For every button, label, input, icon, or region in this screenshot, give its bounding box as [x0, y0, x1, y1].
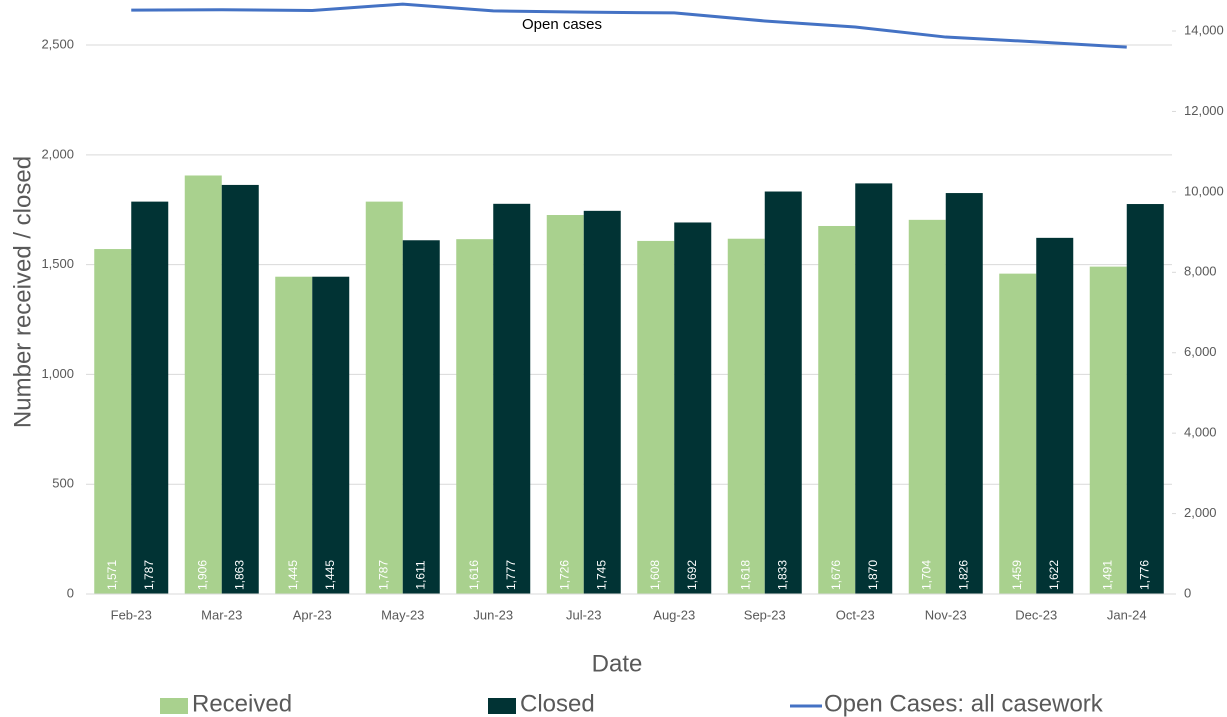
- bar: [727, 238, 765, 595]
- x-tick-label: Aug-23: [653, 607, 695, 622]
- value-label: 1,826: [956, 560, 970, 590]
- y-tick-label: 1,500: [41, 256, 74, 271]
- value-label: 1,863: [232, 560, 246, 590]
- y2-tick-label: 4,000: [1184, 425, 1217, 440]
- y2-tick-label: 10,000: [1184, 183, 1224, 198]
- y2-tick-label: 14,000: [1184, 22, 1224, 37]
- value-label: 1,704: [919, 560, 933, 590]
- x-tick-label: Sep-23: [744, 607, 786, 622]
- bar: [221, 184, 259, 594]
- value-label: 1,787: [142, 560, 156, 590]
- bar: [184, 175, 222, 594]
- bar: [637, 240, 675, 594]
- annotation: Open cases: [522, 16, 602, 33]
- value-label: 1,906: [195, 560, 209, 590]
- value-label: 1,571: [105, 560, 119, 590]
- value-label: 1,445: [286, 560, 300, 590]
- x-tick-label: Nov-23: [925, 607, 967, 622]
- value-label: 1,491: [1100, 560, 1114, 590]
- y2-tick-label: 0: [1184, 585, 1191, 600]
- bar: [999, 273, 1037, 594]
- x-tick-label: Apr-23: [293, 607, 332, 622]
- value-label: 1,611: [413, 560, 427, 589]
- value-label: 1,676: [829, 560, 843, 590]
- value-label: 1,833: [775, 560, 789, 590]
- y-axis-title: Number received / closed: [9, 156, 36, 428]
- value-label: 1,608: [648, 560, 662, 590]
- value-label: 1,616: [467, 560, 481, 590]
- value-label: 1,745: [594, 560, 608, 590]
- value-label: 1,459: [1010, 560, 1024, 590]
- y-tick-label: 0: [67, 585, 74, 600]
- legend-swatch: [160, 698, 188, 714]
- y2-tick-label: 8,000: [1184, 264, 1217, 279]
- bar: [402, 240, 440, 594]
- y2-tick-label: 2,000: [1184, 505, 1217, 520]
- bar: [94, 249, 132, 595]
- bar: [674, 222, 712, 595]
- y-tick-label: 500: [52, 476, 74, 491]
- value-label: 1,692: [685, 560, 699, 590]
- bar: [1126, 204, 1164, 594]
- bar: [275, 276, 313, 594]
- value-label: 1,726: [557, 560, 571, 590]
- bar: [855, 183, 893, 594]
- bar: [493, 203, 531, 595]
- legend-swatch: [488, 698, 516, 714]
- x-tick-label: Mar-23: [201, 607, 242, 622]
- value-label: 1,445: [323, 560, 337, 590]
- bar: [908, 219, 946, 594]
- value-label: 1,776: [1137, 560, 1151, 590]
- x-axis-title: Date: [592, 650, 643, 677]
- line: [131, 2, 1127, 49]
- x-tick-label: May-23: [381, 607, 424, 622]
- bar: [131, 201, 169, 594]
- legend-label: Open Cases: all casework: [824, 690, 1104, 717]
- value-label: 1,618: [738, 560, 752, 590]
- bar: [1089, 266, 1127, 594]
- value-label: 1,622: [1047, 560, 1061, 590]
- y2-tick-label: 6,000: [1184, 344, 1217, 359]
- bar: [945, 193, 983, 595]
- x-tick-label: Jan-24: [1107, 607, 1147, 622]
- x-tick-label: Feb-23: [111, 607, 152, 622]
- x-tick-label: Jul-23: [566, 607, 601, 622]
- x-tick-label: Jun-23: [473, 607, 513, 622]
- bar: [365, 201, 403, 594]
- value-label: 1,870: [866, 560, 880, 590]
- value-label: 1,777: [504, 560, 518, 590]
- bar: [456, 239, 494, 594]
- x-tick-label: Oct-23: [836, 607, 875, 622]
- y-tick-label: 2,500: [41, 36, 74, 51]
- y-tick-label: 2,000: [41, 146, 74, 161]
- bar: [818, 225, 856, 594]
- y2-tick-label: 12,000: [1184, 103, 1224, 118]
- legend-label: Received: [192, 690, 292, 717]
- value-label: 1,787: [376, 560, 390, 590]
- x-tick-label: Dec-23: [1015, 607, 1057, 622]
- legend-label: Closed: [520, 690, 595, 717]
- bar: [546, 215, 584, 595]
- y-tick-label: 1,000: [41, 366, 74, 381]
- bar: [1036, 237, 1074, 595]
- bar: [764, 191, 802, 594]
- bar: [583, 210, 621, 595]
- bar: [312, 276, 350, 594]
